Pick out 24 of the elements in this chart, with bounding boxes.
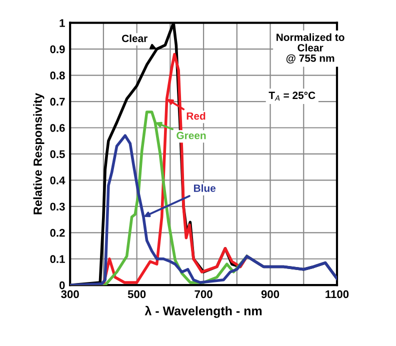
series-label: Red: [186, 112, 206, 120]
series-label: Green: [176, 132, 206, 140]
x-axis-title: λ - Wavelength - nm: [144, 306, 262, 318]
y-tick-label: 0.2: [50, 228, 65, 237]
x-tick-label: 1100: [326, 290, 349, 298]
y-tick-label: 1: [60, 19, 65, 27]
y-tick-label: 0.7: [50, 98, 65, 106]
x-tick-label: 500: [128, 290, 146, 298]
x-tick-label: 700: [194, 290, 212, 298]
x-tick-label: 900: [261, 290, 280, 298]
y-tick-label: 0.1: [50, 255, 65, 264]
y-tick-label: 0.5: [50, 150, 65, 158]
y-axis-title: Relative Responsivity: [33, 93, 44, 214]
text: Blue: [194, 184, 216, 192]
series-label: Clear: [122, 34, 148, 42]
y-tick-label: 0.8: [50, 72, 65, 80]
y-tick-label: 0.9: [50, 45, 65, 54]
annotation: T$_{A}$ = 25°C: [268, 92, 316, 101]
y-tick-label: 0: [59, 281, 65, 290]
x-tick-label: 300: [61, 290, 79, 298]
y-tick-label: 0.3: [50, 202, 65, 211]
y-tick-label: 0.6: [50, 124, 65, 132]
y-tick-label: 0.4: [50, 176, 66, 184]
annotation: Normalized to Clear @ 755 nm: [276, 33, 344, 64]
